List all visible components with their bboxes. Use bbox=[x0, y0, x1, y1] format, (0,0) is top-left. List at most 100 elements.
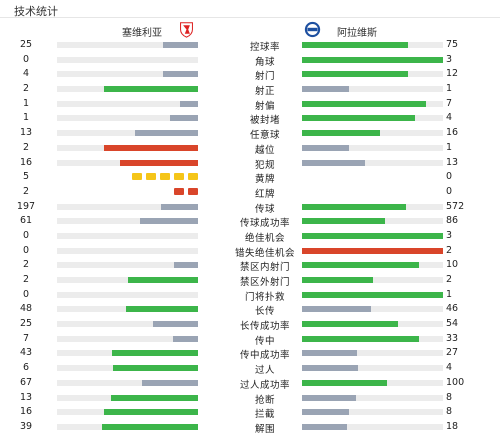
home-stat-value: 16 bbox=[19, 156, 33, 168]
stat-label: 抢断 bbox=[254, 394, 275, 406]
stat-row: 13 任意球 16 bbox=[0, 126, 500, 141]
home-stat-value: 2 bbox=[22, 274, 30, 285]
away-stat-bar-fill bbox=[302, 144, 349, 151]
away-stat-value: 572 bbox=[446, 200, 465, 212]
away-stat-value: 27 bbox=[446, 347, 459, 359]
home-stat-value: 13 bbox=[19, 391, 33, 403]
home-stat-bar-fill bbox=[103, 86, 198, 93]
away-stat-value: 1 bbox=[446, 141, 453, 153]
home-stat-bar bbox=[57, 306, 198, 313]
away-stat-value: 1 bbox=[446, 288, 453, 300]
stat-row: 43 传中成功率 27 bbox=[0, 346, 500, 361]
away-stat-value: 18 bbox=[446, 420, 459, 432]
home-stat-value: 5 bbox=[22, 171, 30, 183]
stat-row: 2 红牌 0 bbox=[0, 185, 500, 200]
away-stat-value: 10 bbox=[446, 259, 459, 271]
away-stat-bar-fill bbox=[302, 100, 427, 107]
stat-label: 绝佳机会 bbox=[244, 232, 285, 244]
stat-label: 错失绝佳机会 bbox=[234, 247, 295, 259]
away-stat-value: 100 bbox=[446, 376, 465, 388]
home-stat-bar-fill bbox=[113, 365, 198, 372]
stat-row: 67 过人成功率 100 bbox=[0, 376, 500, 391]
home-stat-bar bbox=[57, 130, 198, 137]
red-card-icon bbox=[188, 187, 198, 195]
home-stat-bar-fill bbox=[161, 203, 198, 210]
away-stat-bar-fill bbox=[302, 86, 349, 93]
home-stat-value: 61 bbox=[19, 215, 33, 227]
home-stat-value: 48 bbox=[19, 303, 33, 315]
away-stat-bar bbox=[302, 409, 443, 416]
home-stat-bar-fill bbox=[162, 42, 198, 48]
home-stat-bar-fill bbox=[169, 115, 198, 122]
away-stat-bar bbox=[302, 394, 443, 401]
away-stat-bar-fill bbox=[302, 291, 443, 298]
home-stat-bar bbox=[57, 247, 198, 254]
home-stat-bar-fill bbox=[103, 144, 198, 151]
away-stat-value: 0 bbox=[446, 171, 453, 183]
stat-row: 25 控球率 75 bbox=[0, 38, 500, 53]
away-stat-bar bbox=[302, 350, 443, 357]
away-stat-bar bbox=[302, 306, 443, 313]
away-stat-bar bbox=[302, 100, 443, 107]
away-stat-value: 75 bbox=[446, 39, 459, 50]
home-stat-value: 67 bbox=[19, 376, 33, 388]
stat-label: 射正 bbox=[254, 86, 275, 98]
home-stat-value: 6 bbox=[22, 362, 30, 374]
away-stat-value: 4 bbox=[446, 362, 453, 374]
home-card-icons bbox=[57, 173, 198, 181]
home-stat-value: 0 bbox=[22, 53, 30, 65]
home-stat-bar-fill bbox=[140, 218, 198, 225]
stat-label: 射门 bbox=[254, 71, 275, 83]
home-stat-bar bbox=[57, 100, 198, 107]
away-stat-bar bbox=[302, 42, 443, 48]
away-stat-bar bbox=[302, 335, 443, 342]
home-stat-bar bbox=[57, 423, 198, 430]
away-stat-bar bbox=[302, 423, 443, 430]
away-stat-bar-fill bbox=[302, 306, 372, 313]
away-stat-value: 2 bbox=[446, 274, 453, 285]
home-stat-value: 7 bbox=[22, 332, 30, 344]
stat-label: 传球 bbox=[254, 203, 275, 215]
home-stat-bar bbox=[57, 350, 198, 357]
away-stat-value: 33 bbox=[446, 332, 459, 344]
away-stat-value: 0 bbox=[446, 185, 453, 197]
away-stat-bar-fill bbox=[302, 350, 357, 357]
away-stat-bar-fill bbox=[302, 247, 443, 254]
away-stat-bar-fill bbox=[302, 115, 415, 122]
home-stat-bar-fill bbox=[141, 379, 198, 386]
away-stat-bar-fill bbox=[302, 262, 420, 269]
away-stat-bar-fill bbox=[302, 218, 386, 225]
stat-row: 2 禁区外射门 2 bbox=[0, 273, 500, 288]
home-stat-bar bbox=[57, 203, 198, 210]
yellow-card-icon bbox=[132, 173, 142, 181]
stat-label: 红牌 bbox=[254, 188, 275, 200]
home-stat-bar bbox=[57, 144, 198, 151]
home-stat-bar-fill bbox=[112, 350, 198, 357]
away-stat-value: 16 bbox=[446, 127, 459, 139]
home-stat-bar bbox=[57, 409, 198, 416]
stat-label: 射偏 bbox=[254, 100, 275, 112]
home-stat-bar bbox=[57, 56, 198, 63]
yellow-card-icon bbox=[188, 173, 198, 181]
stat-label: 任意球 bbox=[249, 130, 280, 142]
away-stat-bar bbox=[302, 130, 443, 137]
header-divider bbox=[0, 17, 500, 18]
home-stat-value: 2 bbox=[22, 83, 30, 95]
away-stat-bar bbox=[302, 291, 443, 298]
stat-label: 过人 bbox=[254, 365, 275, 377]
home-team-name: 塞维利亚 bbox=[122, 28, 162, 39]
away-stat-bar-fill bbox=[302, 232, 443, 239]
home-stat-value: 1 bbox=[22, 97, 30, 109]
stat-label: 拦截 bbox=[254, 409, 275, 421]
home-stat-bar-fill bbox=[120, 159, 198, 166]
home-stat-bar-fill bbox=[179, 100, 198, 107]
yellow-card-icon bbox=[174, 173, 184, 181]
away-stat-bar bbox=[302, 262, 443, 269]
sevilla-crest-icon bbox=[180, 22, 193, 38]
stat-label: 传球成功率 bbox=[239, 218, 290, 230]
away-stat-bar bbox=[302, 379, 443, 386]
away-stat-bar bbox=[302, 86, 443, 93]
stat-row: 61 传球成功率 86 bbox=[0, 214, 500, 229]
stat-label: 解围 bbox=[254, 423, 275, 435]
stat-label: 控球率 bbox=[249, 42, 280, 53]
